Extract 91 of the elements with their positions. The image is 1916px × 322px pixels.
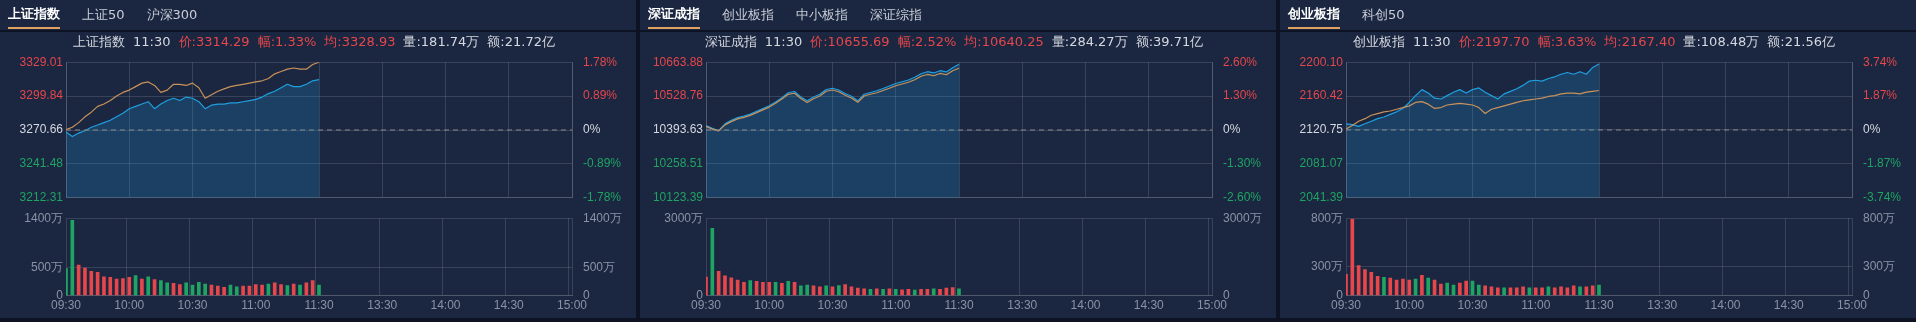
x-tick-label: 11:00 bbox=[881, 298, 911, 313]
y-tick-label: 3241.48 bbox=[19, 156, 64, 171]
y2-tick-label: 500万 bbox=[583, 260, 616, 275]
x-tick-label: 11:30 bbox=[944, 298, 974, 313]
text: 科创50 bbox=[1362, 6, 1405, 24]
x-tick-label: 10:30 bbox=[817, 298, 848, 313]
y-tick-label: 2120.75 bbox=[1299, 122, 1344, 137]
y-tick-label: 10528.76 bbox=[652, 88, 704, 103]
x-tick-label: 13:30 bbox=[1007, 298, 1038, 313]
y-tick-label: 3270.66 bbox=[19, 122, 64, 137]
text: 均:2167.40 bbox=[1604, 34, 1676, 49]
y-tick-label: 3212.31 bbox=[19, 190, 64, 205]
text: 幅:2.52% bbox=[897, 34, 957, 49]
y2-tick-label: 800万 bbox=[1863, 210, 1896, 225]
text: 深证综指 bbox=[870, 6, 922, 24]
x-tick-label: 10:00 bbox=[114, 298, 145, 313]
y-tick-label: 3299.84 bbox=[19, 88, 64, 103]
text: 深证成指 bbox=[648, 1, 700, 29]
text: 创业板指 bbox=[1288, 1, 1340, 29]
x-tick-label: 10:30 bbox=[1457, 298, 1488, 313]
text: 创业板指 bbox=[722, 6, 774, 24]
x-tick-label: 14:30 bbox=[1773, 298, 1805, 313]
y-tick-label: 2200.10 bbox=[1299, 54, 1344, 69]
text: 量:181.74万 bbox=[403, 34, 480, 49]
y2-tick-label: 300万 bbox=[1863, 258, 1896, 273]
x-tick-label: 13:30 bbox=[367, 298, 398, 313]
y-tick-label: 300万 bbox=[1310, 258, 1343, 273]
x-tick-label: 13:30 bbox=[1647, 298, 1678, 313]
text: 中小板指 bbox=[796, 6, 848, 24]
text: 价:10655.69 bbox=[810, 34, 890, 49]
text: 价:2197.70 bbox=[1458, 34, 1530, 49]
y-tick-label: 10663.88 bbox=[652, 54, 704, 69]
y-tick-label: 10393.63 bbox=[652, 122, 704, 137]
y2-tick-label: 1.78% bbox=[583, 54, 618, 69]
y-tick-label: 10123.39 bbox=[652, 190, 704, 205]
y2-tick-label: 2.60% bbox=[1223, 54, 1258, 69]
y-tick-label: 500万 bbox=[30, 260, 63, 275]
y2-tick-label: 0% bbox=[1863, 122, 1881, 137]
y2-tick-label: -2.60% bbox=[1223, 190, 1262, 205]
y2-tick-label: -3.74% bbox=[1863, 190, 1902, 205]
x-tick-label: 10:00 bbox=[1394, 298, 1425, 313]
text: 11:30 bbox=[764, 34, 803, 49]
chart-title: 上证指数 bbox=[73, 34, 126, 49]
chart-title: 深证成指 bbox=[704, 34, 757, 49]
x-tick-label: 14:30 bbox=[1133, 298, 1165, 313]
text: 价:3314.29 bbox=[178, 34, 250, 49]
x-tick-label: 10:00 bbox=[754, 298, 785, 313]
x-tick-label: 11:00 bbox=[241, 298, 271, 313]
y-tick-label: 2160.42 bbox=[1299, 88, 1344, 103]
text: 幅:1.33% bbox=[257, 34, 317, 49]
y-tick-label: 3329.01 bbox=[19, 54, 64, 69]
text: 上证指数 bbox=[8, 1, 60, 29]
y2-tick-label: 0% bbox=[1223, 122, 1241, 137]
chart-title: 创业板指 bbox=[1353, 34, 1406, 49]
text: 量:284.27万 bbox=[1051, 34, 1128, 49]
text: 幅:3.63% bbox=[1537, 34, 1597, 49]
y2-tick-label: -1.78% bbox=[583, 190, 622, 205]
x-tick-label: 14:00 bbox=[1710, 298, 1741, 313]
text: 上证50 bbox=[82, 6, 125, 24]
text: 额:21.72亿 bbox=[487, 34, 555, 49]
text: 均:10640.25 bbox=[964, 34, 1044, 49]
y-tick-label: 10258.51 bbox=[652, 156, 704, 171]
y2-tick-label: 0% bbox=[583, 122, 601, 137]
y-tick-label: 2041.39 bbox=[1299, 190, 1344, 205]
y2-tick-label: 3000万 bbox=[1223, 210, 1262, 225]
text: 11:30 bbox=[1413, 34, 1451, 49]
y-tick-label: 2081.07 bbox=[1299, 156, 1344, 171]
y2-tick-label: 1.30% bbox=[1223, 88, 1258, 103]
text: 均:3328.93 bbox=[324, 34, 396, 49]
text: 量:108.48万 bbox=[1683, 34, 1760, 49]
x-tick-label: 14:00 bbox=[430, 298, 461, 313]
y2-tick-label: -0.89% bbox=[583, 156, 622, 171]
x-tick-label: 14:00 bbox=[1070, 298, 1101, 313]
x-tick-label: 11:00 bbox=[1521, 298, 1551, 313]
y2-tick-label: 3.74% bbox=[1863, 54, 1898, 69]
y-tick-label: 3000万 bbox=[664, 210, 703, 225]
y2-tick-label: 1.87% bbox=[1863, 88, 1898, 103]
x-tick-label: 11:30 bbox=[304, 298, 334, 313]
y2-tick-label: 1400万 bbox=[583, 210, 622, 225]
x-tick-label: 10:30 bbox=[177, 298, 208, 313]
y-tick-label: 1400万 bbox=[24, 210, 63, 225]
x-tick-label: 14:30 bbox=[493, 298, 525, 313]
text: 额:21.56亿 bbox=[1767, 34, 1835, 49]
y2-tick-label: 0.89% bbox=[583, 88, 618, 103]
y2-tick-label: -1.30% bbox=[1223, 156, 1262, 171]
text: 11:30 bbox=[133, 34, 171, 49]
text: 额:39.71亿 bbox=[1135, 34, 1204, 49]
y2-tick-label: -1.87% bbox=[1863, 156, 1902, 171]
text: 沪深300 bbox=[146, 6, 198, 24]
y-tick-label: 800万 bbox=[1310, 210, 1343, 225]
x-tick-label: 11:30 bbox=[1584, 298, 1614, 313]
